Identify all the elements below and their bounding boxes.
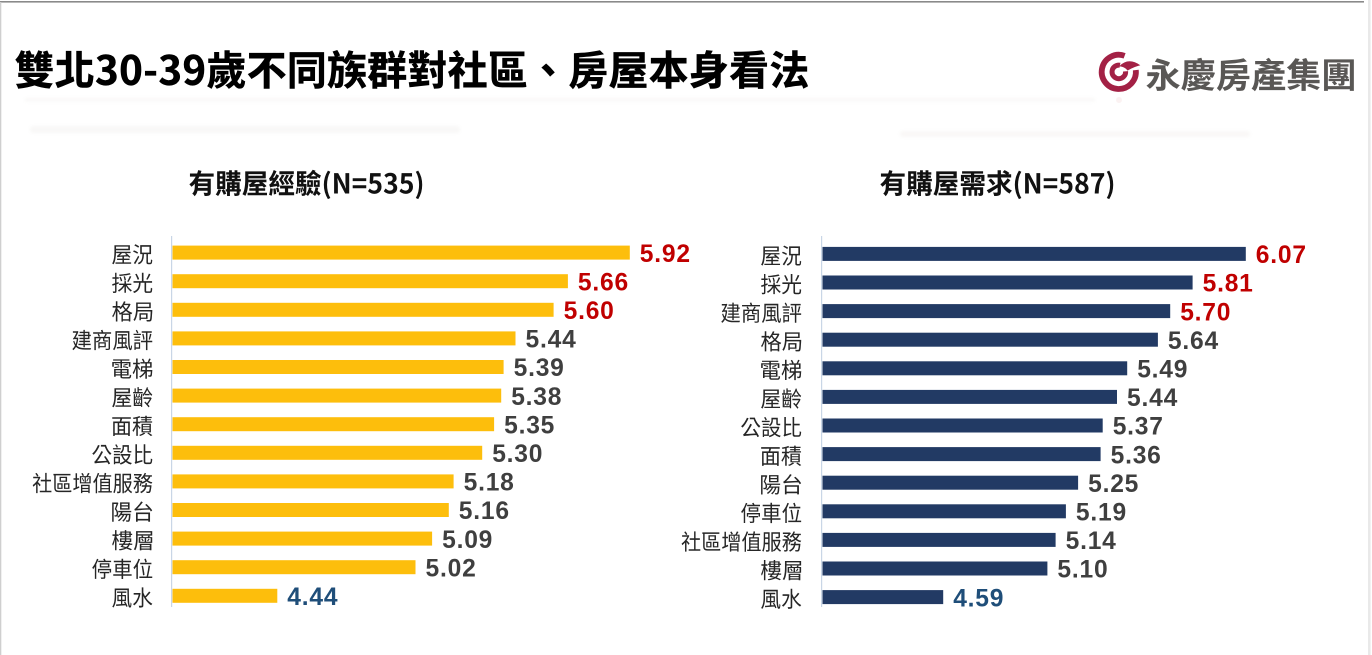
svg-text:5.14: 5.14 xyxy=(1066,528,1117,555)
svg-text:5.49: 5.49 xyxy=(1137,357,1188,384)
svg-text:5.66: 5.66 xyxy=(578,269,629,296)
svg-text:5.25: 5.25 xyxy=(1088,471,1139,498)
svg-text:5.35: 5.35 xyxy=(504,412,555,439)
svg-text:5.19: 5.19 xyxy=(1076,500,1127,527)
svg-text:5.92: 5.92 xyxy=(640,241,691,268)
svg-text:6.07: 6.07 xyxy=(1256,242,1307,269)
svg-text:5.10: 5.10 xyxy=(1057,557,1108,584)
svg-text:5.16: 5.16 xyxy=(459,498,510,525)
svg-text:5.70: 5.70 xyxy=(1180,299,1231,326)
svg-text:5.38: 5.38 xyxy=(511,384,562,411)
svg-text:5.60: 5.60 xyxy=(564,298,615,325)
svg-text:5.02: 5.02 xyxy=(426,555,477,582)
svg-text:5.44: 5.44 xyxy=(526,327,577,354)
svg-text:5.44: 5.44 xyxy=(1127,385,1178,412)
svg-text:5.18: 5.18 xyxy=(464,470,515,497)
svg-text:5.64: 5.64 xyxy=(1168,328,1219,355)
svg-text:4.59: 4.59 xyxy=(953,585,1004,612)
svg-text:5.81: 5.81 xyxy=(1203,271,1254,298)
svg-text:5.37: 5.37 xyxy=(1113,414,1164,441)
svg-text:5.39: 5.39 xyxy=(514,355,565,382)
svg-text:4.44: 4.44 xyxy=(287,584,338,611)
svg-text:5.36: 5.36 xyxy=(1111,442,1162,469)
svg-text:5.30: 5.30 xyxy=(492,441,543,468)
svg-text:5.09: 5.09 xyxy=(442,527,493,554)
